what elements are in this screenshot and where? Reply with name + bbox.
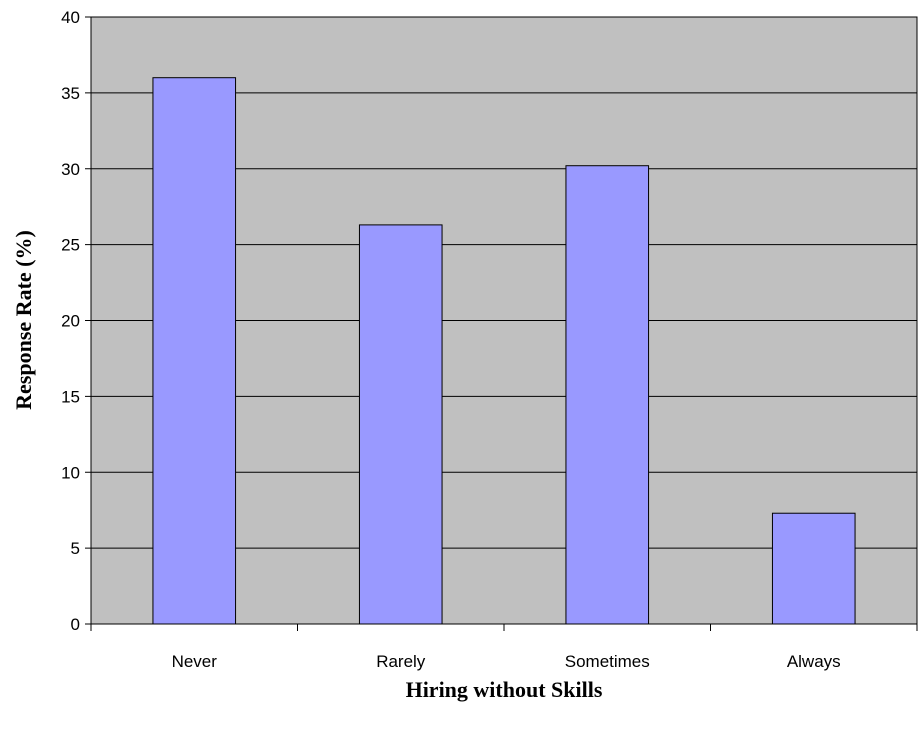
x-axis-title: Hiring without Skills (406, 677, 603, 702)
bar-never (152, 77, 237, 625)
y-tick-label: 10 (61, 463, 80, 482)
y-tick-label: 0 (71, 615, 80, 634)
bar-rarely (358, 224, 443, 625)
y-tick-label: 5 (71, 539, 80, 558)
y-axis-ticks: 0 5 10 15 20 25 30 35 40 (61, 8, 91, 634)
bars (152, 77, 856, 625)
y-tick-label: 40 (61, 8, 80, 27)
bar-sometimes (565, 165, 650, 625)
x-tick-label: Rarely (376, 652, 426, 671)
x-axis-ticks: Never Rarely Sometimes Always (90, 624, 918, 671)
y-tick-label: 35 (61, 84, 80, 103)
x-tick-label: Sometimes (565, 652, 650, 671)
y-axis-title: Response Rate (%) (11, 230, 36, 410)
bar-always (771, 512, 856, 625)
y-tick-label: 20 (61, 312, 80, 331)
x-tick-label: Always (787, 652, 841, 671)
y-tick-label: 30 (61, 160, 80, 179)
y-tick-label: 15 (61, 387, 80, 406)
y-tick-label: 25 (61, 236, 80, 255)
x-tick-label: Never (172, 652, 218, 671)
